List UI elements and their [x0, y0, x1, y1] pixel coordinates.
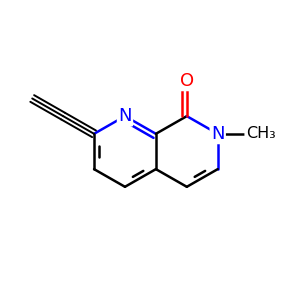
Text: CH₃: CH₃ [246, 126, 275, 141]
Text: N: N [118, 107, 132, 125]
Text: N: N [211, 125, 224, 143]
Text: O: O [180, 72, 194, 90]
